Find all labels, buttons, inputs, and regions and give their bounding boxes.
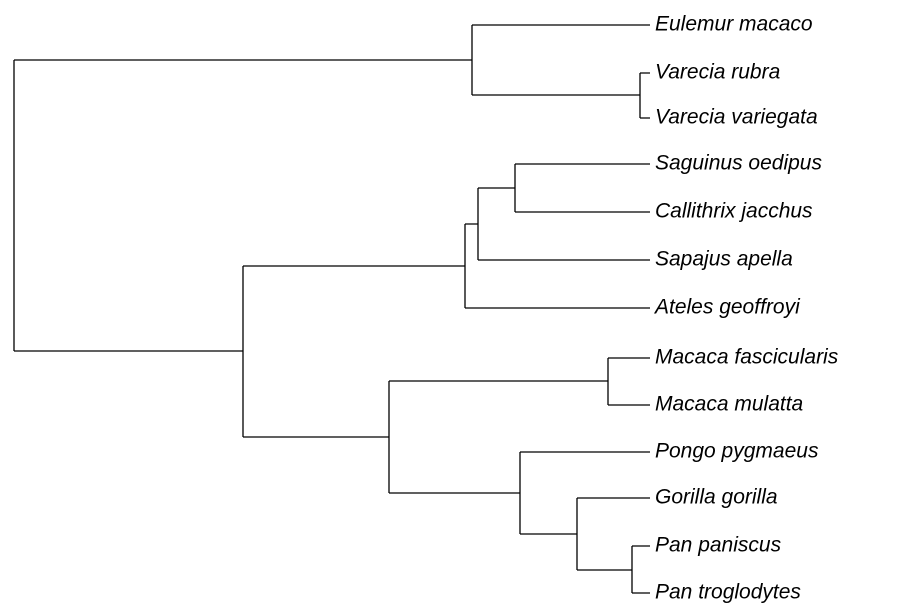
leaf-label: Callithrix jacchus (655, 200, 813, 223)
leaf-label: Pongo pygmaeus (655, 440, 819, 463)
leaf-label: Saguinus oedipus (655, 152, 822, 175)
leaf-label: Pan troglodytes (655, 581, 801, 604)
leaf-label: Varecia variegata (655, 106, 818, 129)
leaf-label: Sapajus apella (655, 248, 793, 271)
leaf-label: Eulemur macaco (655, 13, 813, 36)
tree-branches (13, 24, 650, 594)
leaf-label: Macaca fascicularis (655, 346, 839, 369)
leaf-label: Ateles geoffroyi (653, 296, 801, 319)
leaf-label: Pan paniscus (655, 534, 782, 557)
leaf-label: Gorilla gorilla (655, 486, 778, 509)
leaf-label: Varecia rubra (655, 61, 780, 84)
leaf-label: Macaca mulatta (655, 393, 803, 416)
